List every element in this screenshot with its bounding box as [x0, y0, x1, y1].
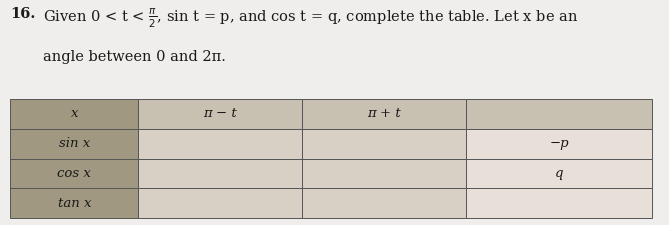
Bar [10, 99, 138, 129]
Bar [302, 159, 466, 188]
Bar [10, 129, 138, 159]
Bar [302, 99, 466, 129]
Bar [10, 159, 138, 188]
Text: tan x: tan x [58, 197, 91, 210]
Text: angle between 0 and 2π.: angle between 0 and 2π. [43, 50, 226, 63]
Text: −p: −p [549, 137, 569, 150]
Bar [138, 159, 302, 188]
Bar [138, 188, 302, 218]
Bar [302, 188, 466, 218]
Bar [138, 99, 302, 129]
Bar [138, 129, 302, 159]
Text: 16.: 16. [10, 7, 35, 21]
Bar [466, 188, 652, 218]
Bar [302, 129, 466, 159]
Bar [466, 99, 652, 129]
Text: q: q [555, 167, 563, 180]
Bar [466, 159, 652, 188]
Text: π + t: π + t [367, 107, 401, 120]
Text: cos x: cos x [58, 167, 91, 180]
Text: π − t: π − t [203, 107, 237, 120]
Bar [10, 188, 138, 218]
Text: x: x [70, 107, 78, 120]
Text: Given 0 < t < $\frac{\pi}{2}$, sin t = p, and cos t = q, complete the table. Let: Given 0 < t < $\frac{\pi}{2}$, sin t = p… [43, 7, 579, 30]
Bar [466, 129, 652, 159]
Text: sin x: sin x [59, 137, 90, 150]
